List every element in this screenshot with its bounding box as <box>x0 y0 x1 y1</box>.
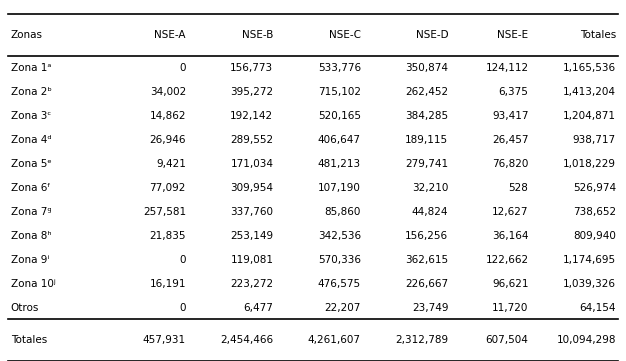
Text: Zona 8ʰ: Zona 8ʰ <box>11 231 51 241</box>
Text: 189,115: 189,115 <box>405 135 448 145</box>
Text: Zona 7ᵍ: Zona 7ᵍ <box>11 207 51 217</box>
Text: 526,974: 526,974 <box>573 183 616 193</box>
Text: 223,272: 223,272 <box>230 279 274 288</box>
Text: Totales: Totales <box>11 335 47 345</box>
Text: 1,039,326: 1,039,326 <box>563 279 616 288</box>
Text: 4,261,607: 4,261,607 <box>308 335 361 345</box>
Text: 715,102: 715,102 <box>318 87 361 97</box>
Text: Zona 3ᶜ: Zona 3ᶜ <box>11 111 51 121</box>
Text: 279,741: 279,741 <box>405 159 448 169</box>
Text: 1,413,204: 1,413,204 <box>563 87 616 97</box>
Text: 257,581: 257,581 <box>143 207 186 217</box>
Text: 0: 0 <box>180 303 186 313</box>
Text: 533,776: 533,776 <box>318 63 361 73</box>
Text: 1,174,695: 1,174,695 <box>563 255 616 265</box>
Text: 107,190: 107,190 <box>318 183 361 193</box>
Text: 350,874: 350,874 <box>406 63 448 73</box>
Text: 11,720: 11,720 <box>492 303 528 313</box>
Text: 476,575: 476,575 <box>318 279 361 288</box>
Text: 226,667: 226,667 <box>405 279 448 288</box>
Text: 1,204,871: 1,204,871 <box>563 111 616 121</box>
Text: 96,621: 96,621 <box>492 279 528 288</box>
Text: 384,285: 384,285 <box>405 111 448 121</box>
Text: 12,627: 12,627 <box>492 207 528 217</box>
Text: NSE-A: NSE-A <box>155 30 186 40</box>
Text: 0: 0 <box>180 63 186 73</box>
Text: 337,760: 337,760 <box>230 207 274 217</box>
Text: Zona 6ᶠ: Zona 6ᶠ <box>11 183 50 193</box>
Text: 607,504: 607,504 <box>486 335 528 345</box>
Text: NSE-D: NSE-D <box>416 30 448 40</box>
Text: 16,191: 16,191 <box>150 279 186 288</box>
Text: 77,092: 77,092 <box>150 183 186 193</box>
Text: Zona 4ᵈ: Zona 4ᵈ <box>11 135 51 145</box>
Text: 406,647: 406,647 <box>318 135 361 145</box>
Text: 23,749: 23,749 <box>412 303 448 313</box>
Text: 122,662: 122,662 <box>485 255 528 265</box>
Text: 262,452: 262,452 <box>405 87 448 97</box>
Text: 44,824: 44,824 <box>412 207 448 217</box>
Text: 124,112: 124,112 <box>485 63 528 73</box>
Text: 938,717: 938,717 <box>573 135 616 145</box>
Text: Otros: Otros <box>11 303 39 313</box>
Text: 481,213: 481,213 <box>318 159 361 169</box>
Text: Zona 2ᵇ: Zona 2ᵇ <box>11 87 51 97</box>
Text: 93,417: 93,417 <box>492 111 528 121</box>
Text: Zona 5ᵉ: Zona 5ᵉ <box>11 159 51 169</box>
Text: 395,272: 395,272 <box>230 87 274 97</box>
Text: 36,164: 36,164 <box>492 231 528 241</box>
Text: 520,165: 520,165 <box>318 111 361 121</box>
Text: 32,210: 32,210 <box>412 183 448 193</box>
Text: 171,034: 171,034 <box>230 159 274 169</box>
Text: NSE-E: NSE-E <box>498 30 528 40</box>
Text: 457,931: 457,931 <box>143 335 186 345</box>
Text: 192,142: 192,142 <box>230 111 274 121</box>
Text: NSE-C: NSE-C <box>329 30 361 40</box>
Text: 2,312,789: 2,312,789 <box>395 335 448 345</box>
Text: 1,018,229: 1,018,229 <box>563 159 616 169</box>
Text: 1,165,536: 1,165,536 <box>563 63 616 73</box>
Text: 289,552: 289,552 <box>230 135 274 145</box>
Text: 809,940: 809,940 <box>573 231 616 241</box>
Text: 85,860: 85,860 <box>324 207 361 217</box>
Text: 10,094,298: 10,094,298 <box>557 335 616 345</box>
Text: 76,820: 76,820 <box>492 159 528 169</box>
Text: Totales: Totales <box>580 30 616 40</box>
Text: NSE-B: NSE-B <box>242 30 274 40</box>
Text: Zonas: Zonas <box>11 30 43 40</box>
Text: 342,536: 342,536 <box>318 231 361 241</box>
Text: 26,946: 26,946 <box>150 135 186 145</box>
Text: 738,652: 738,652 <box>573 207 616 217</box>
Text: 6,375: 6,375 <box>499 87 528 97</box>
Text: 14,862: 14,862 <box>150 111 186 121</box>
Text: 156,256: 156,256 <box>405 231 448 241</box>
Text: 362,615: 362,615 <box>405 255 448 265</box>
Text: 253,149: 253,149 <box>230 231 274 241</box>
Text: 26,457: 26,457 <box>492 135 528 145</box>
Text: Zona 9ⁱ: Zona 9ⁱ <box>11 255 49 265</box>
Text: 6,477: 6,477 <box>244 303 274 313</box>
Text: 528: 528 <box>508 183 528 193</box>
Text: 21,835: 21,835 <box>150 231 186 241</box>
Text: 570,336: 570,336 <box>318 255 361 265</box>
Text: 309,954: 309,954 <box>230 183 274 193</box>
Text: 119,081: 119,081 <box>230 255 274 265</box>
Text: 22,207: 22,207 <box>324 303 361 313</box>
Text: 156,773: 156,773 <box>230 63 274 73</box>
Text: Zona 10ʲ: Zona 10ʲ <box>11 279 55 288</box>
Text: 2,454,466: 2,454,466 <box>220 335 274 345</box>
Text: 0: 0 <box>180 255 186 265</box>
Text: 64,154: 64,154 <box>580 303 616 313</box>
Text: 34,002: 34,002 <box>150 87 186 97</box>
Text: 9,421: 9,421 <box>156 159 186 169</box>
Text: Zona 1ᵃ: Zona 1ᵃ <box>11 63 51 73</box>
